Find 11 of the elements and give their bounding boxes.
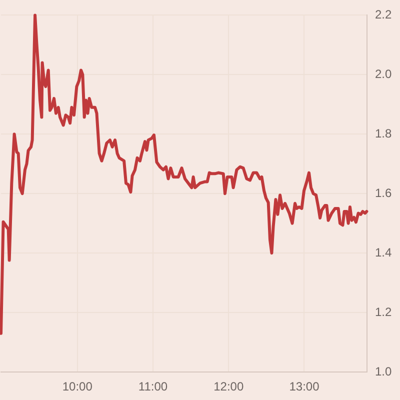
y-tick-label: 1.0: [375, 364, 392, 378]
y-tick-label: 1.8: [375, 126, 392, 140]
x-tick-label: 11:00: [138, 380, 168, 394]
y-tick-label: 1.4: [375, 245, 392, 260]
y-tick-label: 1.6: [375, 186, 392, 200]
x-tick-label: 12:00: [214, 380, 244, 394]
y-tick-label: 2.0: [375, 66, 392, 81]
y-tick-label: 1.2: [375, 304, 392, 319]
x-tick-label: 13:00: [289, 380, 320, 394]
y-tick-label: 2.2: [375, 8, 392, 22]
x-tick-label: 10:00: [62, 380, 93, 394]
